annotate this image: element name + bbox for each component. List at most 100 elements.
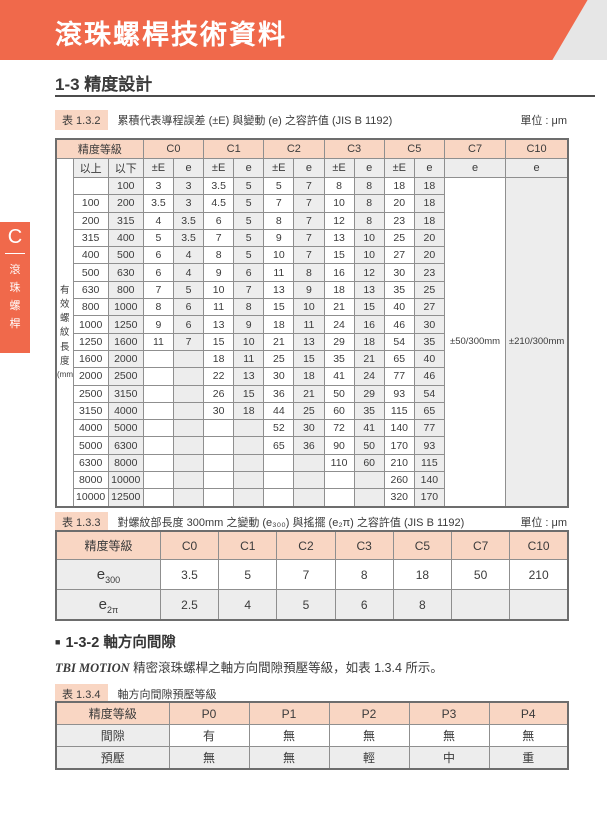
cell: 3 — [142, 176, 174, 196]
cell — [172, 384, 205, 403]
row-label-main: e — [98, 596, 108, 613]
cell: 200 — [107, 194, 144, 213]
cell: 10 — [353, 246, 385, 265]
cell — [263, 471, 295, 490]
square-bullet-icon: ■ — [55, 636, 61, 647]
cell: 60 — [323, 401, 355, 421]
cell: 9 — [263, 228, 295, 248]
section-rule — [55, 95, 595, 97]
cell: 260 — [383, 471, 415, 490]
table-row: 200 315 4 3.5 6 5 8 7 12 8 23 18 — [56, 211, 568, 230]
cell: 18 — [293, 367, 325, 386]
cell — [203, 419, 235, 438]
grade-c10: C10 — [505, 138, 569, 159]
cell: 30 — [413, 315, 445, 334]
e-header: e — [293, 158, 325, 178]
cell: 15 — [323, 246, 355, 265]
cell: 9 — [203, 263, 235, 282]
cell: 40 — [383, 298, 415, 317]
pe-header: ±E — [263, 158, 295, 178]
chapter-tab[interactable]: C 滾珠螺桿 — [0, 222, 30, 353]
cell: 輕 — [328, 746, 410, 770]
grade-c1: C1 — [218, 530, 278, 560]
table-row: 100 200 3.5 3 4.5 5 7 7 10 8 20 18 — [56, 194, 568, 213]
cell: 800 — [72, 298, 109, 317]
grade-c0: C0 — [159, 530, 220, 560]
cell: 18 — [353, 332, 385, 351]
cell — [509, 589, 569, 621]
cell: 18 — [233, 401, 265, 421]
table-row: 1250 1600 11 7 15 10 21 13 29 18 54 35 — [56, 332, 568, 351]
cell: 50 — [323, 384, 355, 403]
table-row: 10000 12500 320 170 — [56, 488, 568, 508]
cell: 1250 — [72, 332, 109, 351]
e-header: e — [353, 158, 385, 178]
table-132-caption: 累積代表導程誤差 (±E) 與變動 (e) 之容許值 (JIS B 1192) — [117, 115, 393, 127]
table-row: 預壓無無輕中重 — [55, 746, 569, 770]
cell: 10000 — [107, 471, 144, 490]
grade-c0: C0 — [142, 138, 205, 159]
cell: 3150 — [72, 401, 109, 421]
cell: 5 — [263, 176, 295, 196]
table-row: 400 500 6 4 8 5 10 7 15 10 27 20 — [56, 246, 568, 265]
variation-table-body: 精度等級 C0 C1 C2 C3 C5 C7 C10 e300 3.5 5 7 8 18 5… — [55, 530, 569, 621]
cell: 13 — [263, 280, 295, 300]
table-133-caption: 對螺紋部長度 300mm 之變動 (e₃₀₀) 與搖擺 (e₂π) 之容許值 (… — [117, 517, 465, 529]
pe-header: ±E — [383, 158, 415, 178]
e-header: e — [413, 158, 445, 178]
cell — [353, 471, 385, 490]
cell: 8000 — [72, 471, 109, 490]
cell: 100 — [107, 176, 144, 196]
cell — [233, 419, 265, 438]
table-row: 1000 1250 9 6 13 9 18 11 24 16 46 30 — [56, 315, 568, 334]
cell: 77 — [383, 367, 415, 386]
cell: 7 — [142, 280, 174, 300]
cell: 54 — [383, 332, 415, 351]
cell: 7 — [293, 211, 325, 230]
cell: 41 — [353, 419, 385, 438]
cell: 8 — [293, 263, 325, 282]
cell: 5000 — [72, 436, 109, 455]
over-header: 以上 — [72, 158, 109, 178]
row-label: 間隙 — [55, 724, 170, 747]
table-132-caption-row: 表 1.3.2 累積代表導程誤差 (±E) 與變動 (e) 之容許值 (JIS … — [55, 110, 567, 130]
cell: 23 — [413, 263, 445, 282]
grade-p3: P3 — [408, 701, 490, 725]
cell: 5 — [218, 559, 278, 590]
cell: 8 — [353, 194, 385, 213]
cell: 中 — [408, 746, 490, 770]
cell: 6 — [172, 298, 205, 317]
cell: 25 — [263, 349, 295, 369]
cell: 1000 — [72, 315, 109, 334]
cell: 6 — [233, 263, 265, 282]
table-134-caption-row: 表 1.3.4 軸方向間隙預壓等級 — [55, 684, 567, 704]
cell: 6 — [203, 211, 235, 230]
pe-header: ±E — [142, 158, 174, 178]
cell: 77 — [413, 419, 445, 438]
cell — [142, 488, 174, 508]
cell: 8 — [353, 176, 385, 196]
table-row: 100 3 3 3.5 5 5 7 8 8 18 18 ±50/300mm ±210/300mm — [56, 176, 569, 508]
cell — [293, 488, 325, 508]
table-132-unit: 單位 : μm — [520, 115, 567, 127]
cell: 46 — [383, 315, 415, 334]
cell: 4 — [142, 211, 174, 230]
cell: 15 — [293, 349, 325, 369]
row-label-main: e — [96, 566, 106, 583]
cell: 110 — [323, 453, 355, 473]
table-row: 6300 8000 110 60 210 115 — [56, 453, 568, 473]
cell: 24 — [353, 367, 385, 386]
grade-corner-header: 精度等級 — [55, 138, 144, 159]
cell: 10 — [263, 246, 295, 265]
cell: 800 — [107, 280, 144, 300]
cell — [203, 436, 235, 455]
cell: 65 — [413, 401, 445, 421]
cell: 15 — [263, 298, 295, 317]
cell: 50 — [353, 436, 385, 455]
grade-corner-header: 精度等級 — [55, 701, 170, 725]
cell — [233, 488, 265, 508]
pe-header: ±E — [203, 158, 235, 178]
cell: 10000 — [72, 488, 109, 508]
cell: 2000 — [107, 349, 144, 369]
